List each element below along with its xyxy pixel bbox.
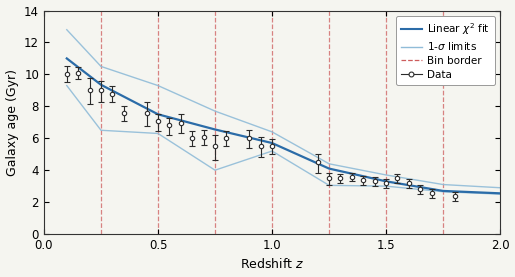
Point	[108, 91, 116, 96]
Point	[211, 144, 219, 148]
Point	[427, 191, 436, 196]
Point	[336, 176, 345, 180]
Point	[74, 71, 82, 75]
Point	[97, 88, 105, 93]
Point	[405, 181, 413, 185]
Point	[382, 181, 390, 185]
Y-axis label: Galaxy age (Gyr): Galaxy age (Gyr)	[6, 69, 19, 176]
X-axis label: Redshift $z$: Redshift $z$	[240, 257, 304, 271]
Point	[314, 160, 322, 165]
Point	[165, 123, 174, 128]
Point	[416, 187, 424, 192]
Point	[188, 136, 196, 140]
Point	[393, 176, 402, 180]
Point	[143, 111, 151, 115]
Point	[119, 111, 128, 115]
Point	[451, 194, 459, 198]
Point	[154, 119, 162, 124]
Point	[325, 176, 333, 180]
Point	[371, 179, 379, 184]
Point	[63, 71, 71, 76]
Point	[256, 144, 265, 148]
Point	[348, 174, 356, 179]
Point	[359, 178, 367, 182]
Point	[85, 87, 94, 92]
Point	[245, 136, 253, 140]
Legend: Linear $\chi^2$ fit, 1-$\sigma$ limits, Bin border, Data: Linear $\chi^2$ fit, 1-$\sigma$ limits, …	[396, 16, 495, 85]
Point	[199, 135, 208, 140]
Point	[222, 136, 231, 140]
Point	[268, 144, 276, 148]
Point	[177, 121, 185, 125]
